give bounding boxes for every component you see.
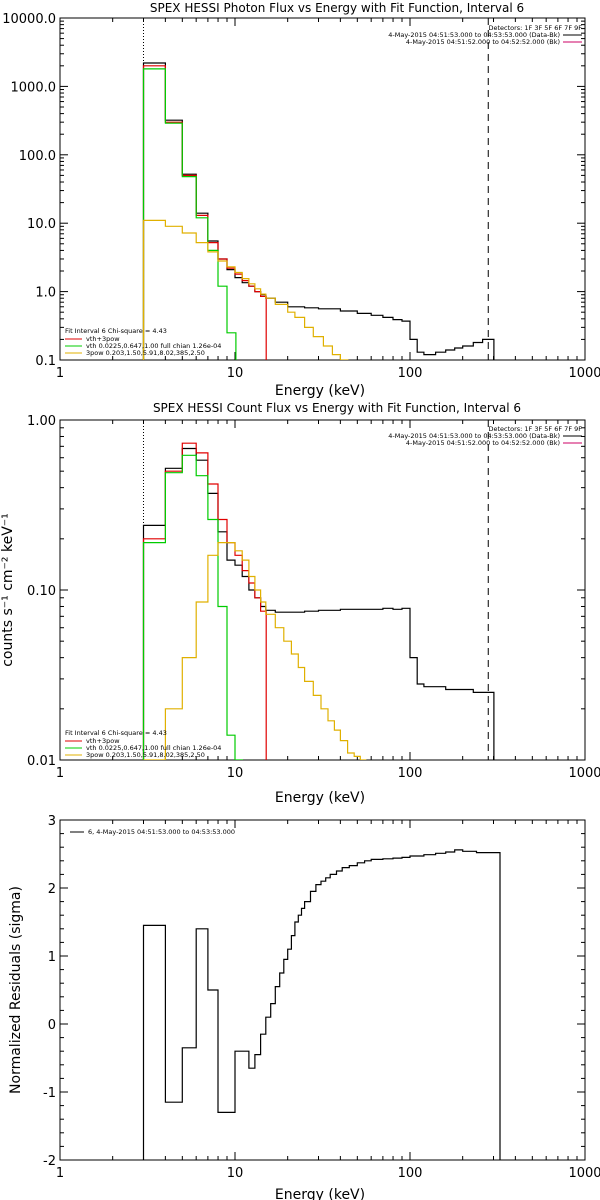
photon-flux-panel: SPEX HESSI Photon Flux vs Energy with Fi… bbox=[2, 1, 600, 399]
legend-data-bk: 4-May-2015 04:51:53.000 to 04:53:53.000 … bbox=[388, 31, 560, 39]
y-tick-labels: 0.01 0.10 1.00 bbox=[27, 414, 56, 769]
y-tick-labels: -2 -1 0 1 2 3 bbox=[43, 814, 56, 1169]
legend-bk: 4-May-2015 04:51:52.000 to 04:52:52.000 … bbox=[406, 38, 560, 46]
x-tick-label: 1 bbox=[56, 766, 64, 781]
series-line-0 bbox=[142, 849, 501, 1160]
tick-marks bbox=[59, 419, 586, 761]
legend-bottom-left: Fit Interval 6 Chi-square = 4.43 vth+3po… bbox=[65, 729, 221, 759]
legend-top-left: 6, 4-May-2015 04:51:53.000 to 04:53:53.0… bbox=[70, 828, 235, 836]
y-tick-label: 10.0 bbox=[27, 217, 56, 232]
legend-detectors: Detectors: 1F 3F 5F 6F 7F 9F bbox=[488, 24, 582, 32]
y-tick-label: -2 bbox=[43, 1154, 56, 1169]
x-tick-label: 1000 bbox=[568, 766, 600, 781]
y-tick-label: 1 bbox=[48, 950, 56, 965]
series-line-3 bbox=[142, 219, 349, 360]
x-tick-label: 1 bbox=[56, 1166, 64, 1181]
y-tick-label: 0 bbox=[48, 1018, 56, 1033]
y-tick-label: 0.1 bbox=[35, 354, 56, 369]
legend-top-right: Detectors: 1F 3F 5F 6F 7F 9F 4-May-2015 … bbox=[388, 24, 582, 46]
legend-fit-interval: Fit Interval 6 Chi-square = 4.43 bbox=[65, 327, 167, 335]
chart-title: SPEX HESSI Photon Flux vs Energy with Fi… bbox=[150, 1, 524, 15]
series-line-0 bbox=[142, 447, 495, 760]
x-tick-label: 1 bbox=[56, 366, 64, 381]
x-axis-label: Energy (keV) bbox=[275, 790, 365, 806]
y-tick-label: -1 bbox=[43, 1086, 56, 1101]
series-line-2 bbox=[142, 454, 243, 760]
legend-data-bk: 4-May-2015 04:51:53.000 to 04:53:53.000 … bbox=[388, 432, 560, 440]
x-tick-label: 100 bbox=[398, 766, 423, 781]
y-tick-label: 1000.0 bbox=[11, 80, 57, 95]
series-line-2 bbox=[142, 68, 237, 360]
x-tick-label: 100 bbox=[398, 1166, 423, 1181]
legend-3pow: 3pow 0.203,1.50,5.91,8.02,385,2.50 bbox=[86, 751, 205, 759]
y-tick-label: 100.0 bbox=[19, 149, 56, 164]
x-tick-label: 10 bbox=[227, 1166, 244, 1181]
count-flux-panel: SPEX HESSI Count Flux vs Energy with Fit… bbox=[0, 401, 600, 806]
data-lines bbox=[142, 420, 495, 760]
x-tick-label: 10 bbox=[227, 366, 244, 381]
x-tick-label: 1000 bbox=[568, 1166, 600, 1181]
y-tick-label: 3 bbox=[48, 814, 56, 829]
y-tick-labels: 0.1 1.0 10.0 100.0 1000.0 10000.0 bbox=[2, 12, 56, 369]
x-tick-labels: 1 10 100 1000 bbox=[56, 766, 600, 781]
legend-bk: 4-May-2015 04:51:52.000 to 04:52:52.000 … bbox=[406, 439, 560, 447]
legend-vth: vth 0.0225,0.647,1.00 full chian 1.26e-0… bbox=[86, 342, 221, 350]
plot-frame bbox=[59, 17, 586, 361]
y-tick-label: 2 bbox=[48, 882, 56, 897]
y-axis-label: Normalized Residuals (sigma) bbox=[8, 886, 24, 1094]
x-tick-labels: 1 10 100 1000 bbox=[56, 366, 600, 381]
chart-title: SPEX HESSI Count Flux vs Energy with Fit… bbox=[153, 401, 521, 415]
plot-frame bbox=[59, 819, 586, 1161]
y-tick-label: 1.00 bbox=[27, 414, 56, 429]
legend-total: vth+3pow bbox=[86, 335, 120, 343]
residuals-panel: 1 10 100 1000 -2 -1 0 1 2 3 Energy (keV) Normali… bbox=[8, 814, 600, 1200]
legend-vth: vth 0.0225,0.647,1.00 full chian 1.26e-0… bbox=[86, 744, 221, 752]
y-tick-label: 0.10 bbox=[27, 584, 56, 599]
x-axis-label: Energy (keV) bbox=[275, 383, 365, 399]
x-tick-label: 100 bbox=[398, 366, 423, 381]
legend-detectors: Detectors: 1F 3F 5F 6F 7F 9F bbox=[488, 425, 582, 433]
x-tick-label: 1000 bbox=[568, 366, 600, 381]
x-tick-label: 10 bbox=[227, 766, 244, 781]
legend-total: vth+3pow bbox=[86, 737, 120, 745]
data-lines bbox=[142, 18, 495, 360]
legend-top-right: Detectors: 1F 3F 5F 6F 7F 9F 4-May-2015 … bbox=[388, 425, 582, 447]
tick-marks bbox=[59, 819, 586, 1161]
y-axis-label: counts s⁻¹ cm⁻² keV⁻¹ bbox=[0, 513, 16, 667]
legend-interval: 6, 4-May-2015 04:51:53.000 to 04:53:53.0… bbox=[88, 828, 235, 836]
legend-bottom-left: Fit Interval 6 Chi-square = 4.43 vth+3po… bbox=[65, 327, 221, 357]
y-tick-label: 1.0 bbox=[35, 286, 56, 301]
legend-fit-interval: Fit Interval 6 Chi-square = 4.43 bbox=[65, 729, 167, 737]
x-axis-label: Energy (keV) bbox=[275, 1187, 365, 1200]
y-tick-label: 0.01 bbox=[27, 754, 56, 769]
data-lines bbox=[142, 849, 501, 1160]
series-line-3 bbox=[143, 542, 367, 760]
y-tick-label: 10000.0 bbox=[2, 12, 56, 27]
legend-3pow: 3pow 0.203,1.50,5.91,8.02,385,2.50 bbox=[86, 349, 205, 357]
x-tick-labels: 1 10 100 1000 bbox=[56, 1166, 600, 1181]
